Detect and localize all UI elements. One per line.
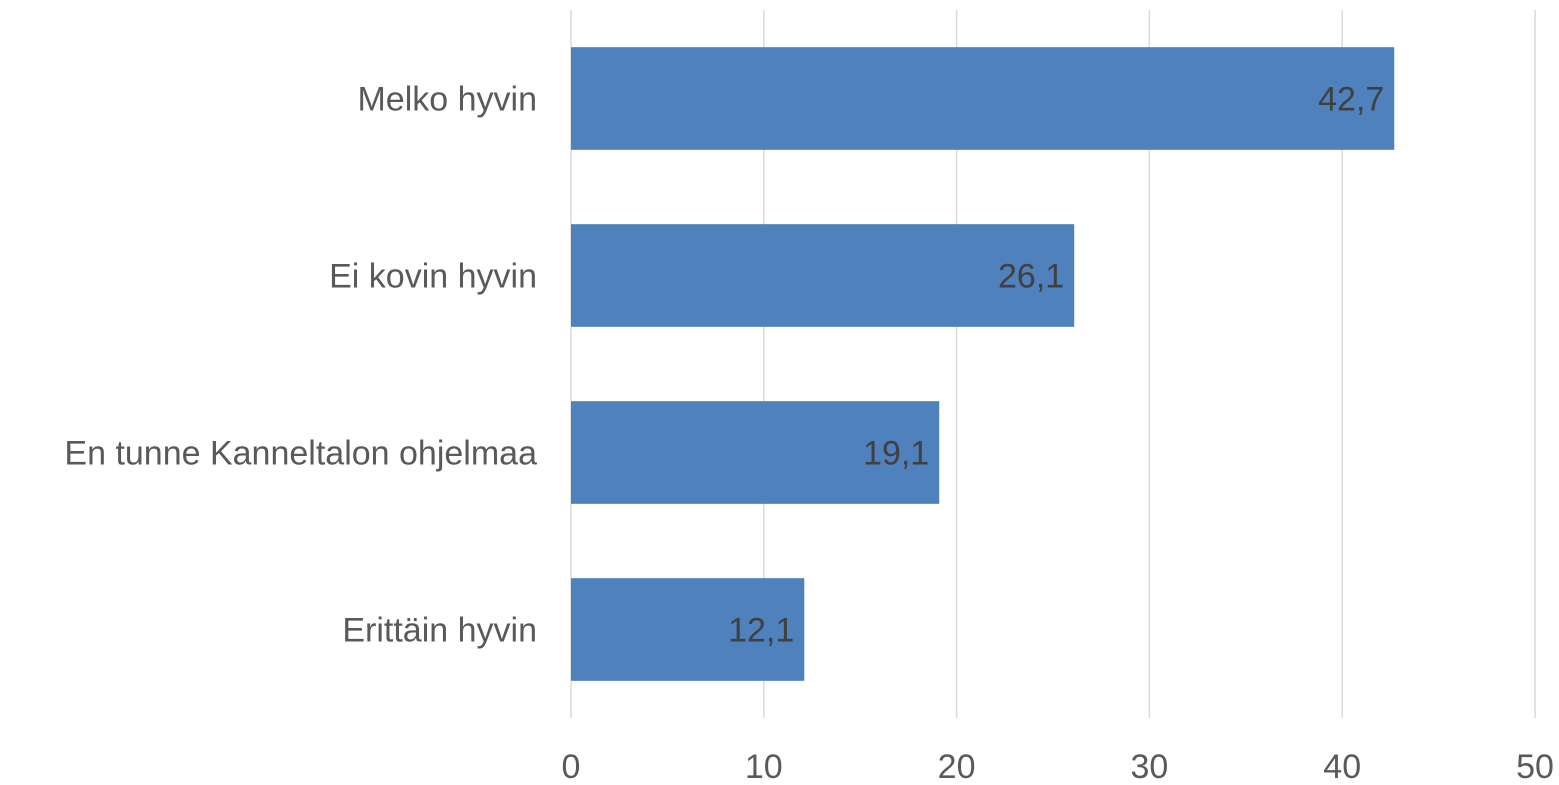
category-label: En tunne Kanneltalon ohjelmaa [64, 435, 537, 473]
bar [571, 47, 1395, 150]
category-label: Melko hyvin [357, 81, 537, 119]
x-tick-label: 20 [938, 748, 976, 785]
x-tick-label: 0 [562, 748, 581, 785]
x-tick-label: 10 [745, 748, 783, 785]
data-label: 12,1 [728, 612, 794, 650]
x-tick-label: 50 [1516, 748, 1554, 785]
bars [571, 47, 1395, 681]
data-label: 19,1 [863, 435, 929, 473]
x-tick-label: 40 [1323, 748, 1361, 785]
bar [571, 224, 1075, 327]
data-label: 42,7 [1318, 81, 1384, 119]
x-tick-label: 30 [1130, 748, 1168, 785]
axes: 0 10 20 30 40 50 [562, 748, 1554, 785]
labels: Melko hyvin 42,7 Ei kovin hyvin 26,1 En tunn… [64, 81, 1384, 650]
bar [571, 578, 805, 681]
category-label: Erittäin hyvin [342, 612, 537, 650]
category-label: Ei kovin hyvin [329, 258, 537, 296]
data-label: 26,1 [998, 258, 1064, 296]
bar [571, 401, 940, 504]
